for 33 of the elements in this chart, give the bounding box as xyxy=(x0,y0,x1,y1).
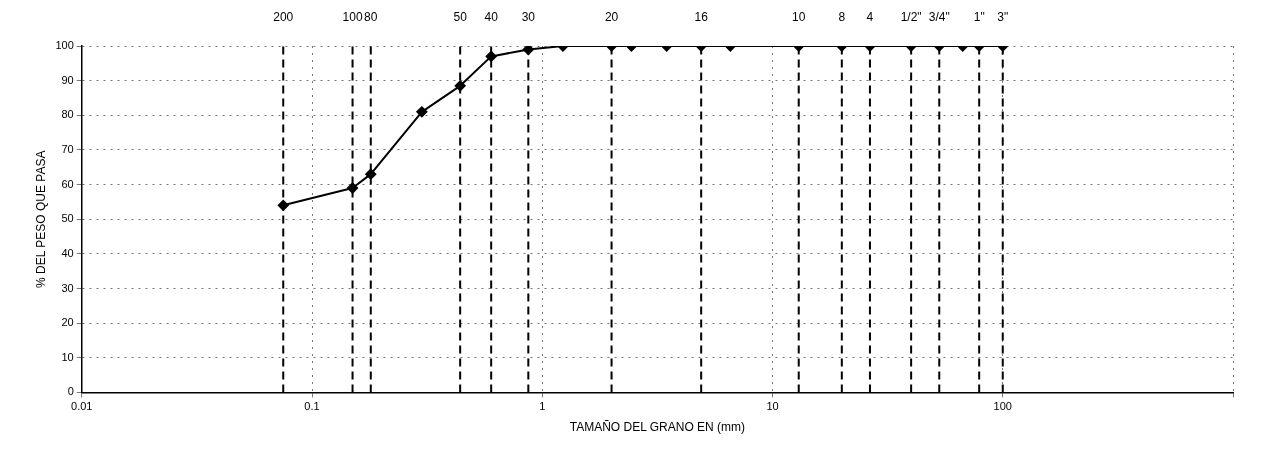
x-tick-label: 100 xyxy=(993,400,1012,413)
text: 40 xyxy=(484,10,499,25)
y-tick-label: 0 xyxy=(67,385,74,398)
text: 3" xyxy=(997,10,1009,25)
y-tick-label: 40 xyxy=(61,246,74,259)
text: 30 xyxy=(521,10,536,25)
y-tick-label: 20 xyxy=(61,316,74,329)
x-tick-label: 1 xyxy=(539,400,546,413)
text: 8 xyxy=(838,10,846,25)
text: 1/2" xyxy=(900,10,922,25)
text: 20 xyxy=(604,10,619,25)
x-tick-label: 0.01 xyxy=(71,400,93,413)
y-tick-label: 100 xyxy=(55,39,74,52)
y-tick-label: 10 xyxy=(61,350,74,363)
text: 4 xyxy=(866,10,874,25)
y-tick-label: 50 xyxy=(61,212,74,225)
y-tick-label: 70 xyxy=(61,142,74,155)
y-tick-label: 60 xyxy=(61,177,74,190)
y-axis-title: % DEL PESO QUE PASA xyxy=(33,150,48,288)
text: 1" xyxy=(973,10,985,25)
x-axis-title: TAMAÑO DEL GRANO EN (mm) xyxy=(569,420,746,435)
x-tick-label: 10 xyxy=(766,400,779,413)
y-tick-label: 80 xyxy=(61,108,74,121)
text: 50 xyxy=(453,10,468,25)
y-tick-label: 30 xyxy=(61,281,74,294)
text: 10 xyxy=(792,10,806,25)
text: 100 xyxy=(342,10,363,25)
text: 3/4" xyxy=(928,10,950,25)
text: 80 xyxy=(364,10,378,25)
text: 200 xyxy=(273,10,294,25)
text: 16 xyxy=(694,10,709,25)
x-tick-label: 0.1 xyxy=(304,400,320,413)
y-tick-label: 90 xyxy=(61,73,74,86)
